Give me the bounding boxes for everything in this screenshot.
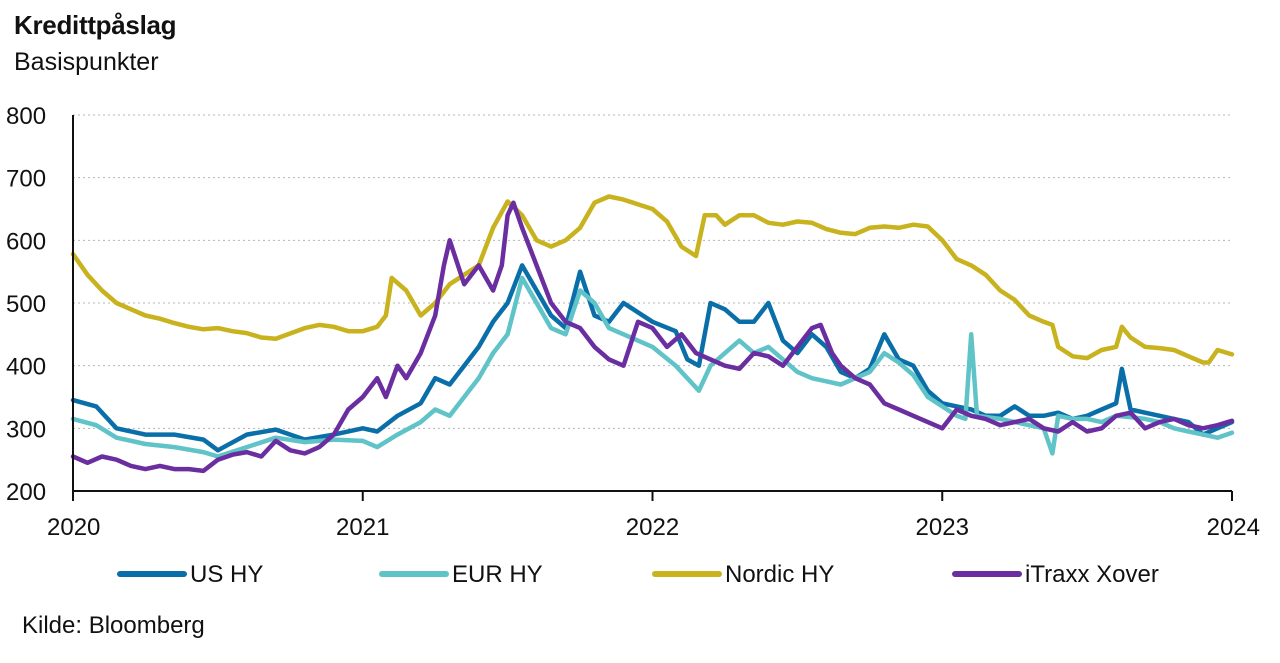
series-lines bbox=[70, 194, 1235, 474]
legend-label: Nordic HY bbox=[725, 561, 834, 588]
y-tick-label: 300 bbox=[6, 416, 46, 443]
legend-item-3: iTraxx Xover bbox=[952, 561, 1159, 588]
legend-item-2: Nordic HY bbox=[652, 561, 834, 588]
gridlines bbox=[73, 114, 1232, 429]
y-tick-label: 700 bbox=[6, 166, 46, 193]
y-tick-label: 800 bbox=[6, 103, 46, 130]
y-tick-label: 200 bbox=[6, 479, 46, 506]
legend-item-1: EUR HY bbox=[379, 561, 543, 588]
x-tick-label: 2024 bbox=[1207, 514, 1260, 541]
legend-label: iTraxx Xover bbox=[1025, 561, 1159, 588]
y-axis-ticks: 200 300 400 500 600 700 800 bbox=[6, 103, 46, 506]
y-tick-label: 600 bbox=[6, 228, 46, 255]
x-tick-label: 2022 bbox=[626, 514, 679, 541]
series-line-1 bbox=[70, 275, 1235, 459]
x-tick-label: 2023 bbox=[916, 514, 969, 541]
legend-item-0: US HY bbox=[117, 561, 263, 588]
x-tick-label: 2020 bbox=[47, 514, 100, 541]
y-tick-label: 400 bbox=[6, 354, 46, 381]
x-tick-label: 2021 bbox=[336, 514, 389, 541]
x-axis-ticks: 2020 2021 2022 2023 2024 bbox=[47, 491, 1260, 541]
legend-label: EUR HY bbox=[452, 561, 543, 588]
chart-title: Kredittpåslag bbox=[14, 10, 177, 40]
source-note: Kilde: Bloomberg bbox=[22, 612, 205, 639]
series-line-3 bbox=[70, 200, 1235, 474]
y-tick-label: 500 bbox=[6, 291, 46, 318]
chart-subtitle-unit: Basispunkter bbox=[14, 48, 159, 76]
series-line-2 bbox=[70, 194, 1235, 365]
legend-label: US HY bbox=[190, 561, 263, 588]
legend: US HY EUR HY Nordic HY iTraxx Xover bbox=[117, 561, 1159, 588]
